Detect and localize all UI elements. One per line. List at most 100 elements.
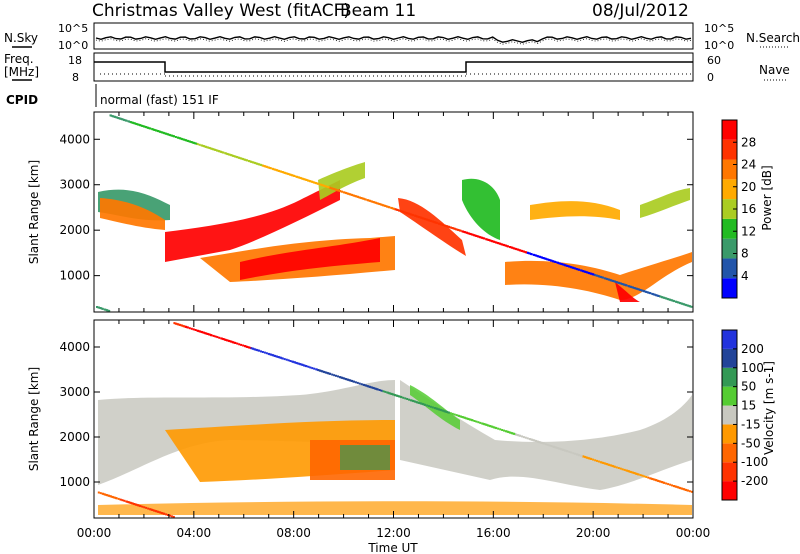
heatmap-cell xyxy=(137,123,140,126)
heatmap-cell xyxy=(301,363,304,366)
heatmap-cell xyxy=(319,369,322,372)
heatmap-cell xyxy=(183,138,186,141)
heatmap-cell xyxy=(199,330,202,333)
heatmap-cell xyxy=(679,487,682,490)
heatmap-cell xyxy=(294,361,296,364)
heatmap-cell xyxy=(481,422,484,425)
y-tick-label: 2000 xyxy=(59,223,90,237)
heatmap-cell xyxy=(341,190,343,193)
heatmap-cell xyxy=(548,259,551,262)
nave-label: Nave xyxy=(759,63,790,77)
heatmap-cell xyxy=(483,237,486,240)
heatmap-cell xyxy=(637,288,640,291)
heatmap-cell xyxy=(382,204,385,207)
colorbar-tick-label: 20 xyxy=(741,180,756,194)
power-colorbar: 4 8 12 16 20 24 28 xyxy=(721,119,756,299)
heatmap-cell xyxy=(612,280,615,282)
heatmap-cell xyxy=(657,295,660,297)
heatmap-cell xyxy=(250,160,253,163)
heatmap-cell xyxy=(426,218,429,221)
heatmap-cell xyxy=(163,512,166,515)
heatmap-cell xyxy=(594,459,597,462)
heatmap-cell xyxy=(566,265,569,267)
heatmap-region xyxy=(318,162,365,200)
heatmap-cell xyxy=(546,258,549,261)
heatmap-cell xyxy=(269,167,272,170)
heatmap-cell xyxy=(374,201,377,204)
heatmap-cell xyxy=(299,177,302,180)
heatmap-cell xyxy=(570,266,573,269)
colorbar-tick-label: 12 xyxy=(741,224,756,238)
heatmap-cell xyxy=(562,263,565,266)
heatmap-cell xyxy=(232,341,235,344)
heatmap-cell xyxy=(335,188,338,191)
heatmap-cell xyxy=(503,244,506,247)
heatmap-cell xyxy=(329,186,332,189)
heatmap-cell xyxy=(323,371,326,374)
heatmap-cell xyxy=(588,272,591,275)
heatmap-cell xyxy=(524,436,527,439)
heatmap-cell xyxy=(262,164,265,167)
heatmap-cell xyxy=(285,358,288,361)
heatmap-cell xyxy=(167,133,170,136)
heatmap-cell xyxy=(345,192,348,195)
heatmap-cell xyxy=(108,310,111,312)
heatmap-cell xyxy=(177,323,180,326)
heatmap-cell xyxy=(604,277,607,280)
heatmap-cell xyxy=(444,224,447,227)
heatmap-cell xyxy=(416,215,419,218)
heatmap-cell xyxy=(222,151,225,154)
heatmap-cell xyxy=(133,503,136,506)
heatmap-cell xyxy=(513,432,516,435)
heatmap-cell xyxy=(463,416,466,419)
heatmap-cell xyxy=(671,299,674,302)
x-tick-label: 04:00 xyxy=(177,526,212,540)
y-tick-label: 1000 xyxy=(59,269,90,283)
heatmap-cell xyxy=(278,356,280,359)
heatmap-cell xyxy=(633,472,636,475)
heatmap-cell xyxy=(623,468,626,471)
heatmap-cell xyxy=(675,485,678,488)
heatmap-cell xyxy=(299,363,302,366)
heatmap-cell xyxy=(98,306,100,309)
heatmap-cell xyxy=(588,457,591,460)
heatmap-cell xyxy=(663,296,666,299)
heatmap-cell xyxy=(688,490,691,493)
heatmap-cell xyxy=(645,291,648,293)
heatmap-cell xyxy=(161,512,164,515)
heatmap-cell xyxy=(390,393,393,395)
heatmap-cell xyxy=(485,423,488,426)
colorbar-swatch xyxy=(722,330,737,349)
heatmap-cell xyxy=(226,153,229,156)
heatmap-cell xyxy=(466,231,468,234)
heatmap-cell xyxy=(574,267,577,270)
heatmap-cell xyxy=(400,396,403,399)
cpid-label: CPID xyxy=(6,93,38,107)
heatmap-cell xyxy=(540,441,543,444)
heatmap-cell xyxy=(157,130,160,133)
heatmap-cell xyxy=(418,216,421,219)
heatmap-region xyxy=(240,238,380,280)
heatmap-cell xyxy=(179,324,182,326)
freq-tick-low: 8 xyxy=(72,71,79,84)
heatmap-cell xyxy=(597,460,600,463)
nave-tick-high: 60 xyxy=(707,54,721,67)
heatmap-cell xyxy=(327,186,330,189)
heatmap-cell xyxy=(477,421,480,424)
heatmap-cell xyxy=(263,351,266,354)
heatmap-cell xyxy=(301,177,304,180)
n-search-label: N.Search xyxy=(746,31,800,45)
heatmap-cell xyxy=(267,166,270,169)
noise-tick-right-low: 10^0 xyxy=(704,39,734,52)
heatmap-cell xyxy=(643,475,646,478)
heatmap-cell xyxy=(610,464,613,467)
heatmap-cell xyxy=(234,155,237,158)
heatmap-cell xyxy=(357,195,359,198)
heatmap-cell xyxy=(354,381,357,384)
heatmap-cell xyxy=(429,405,432,408)
heatmap-cell xyxy=(283,171,286,174)
heatmap-cell xyxy=(690,305,693,308)
heatmap-cell xyxy=(133,122,136,125)
heatmap-cell xyxy=(99,307,102,310)
heatmap-cell xyxy=(323,185,326,187)
